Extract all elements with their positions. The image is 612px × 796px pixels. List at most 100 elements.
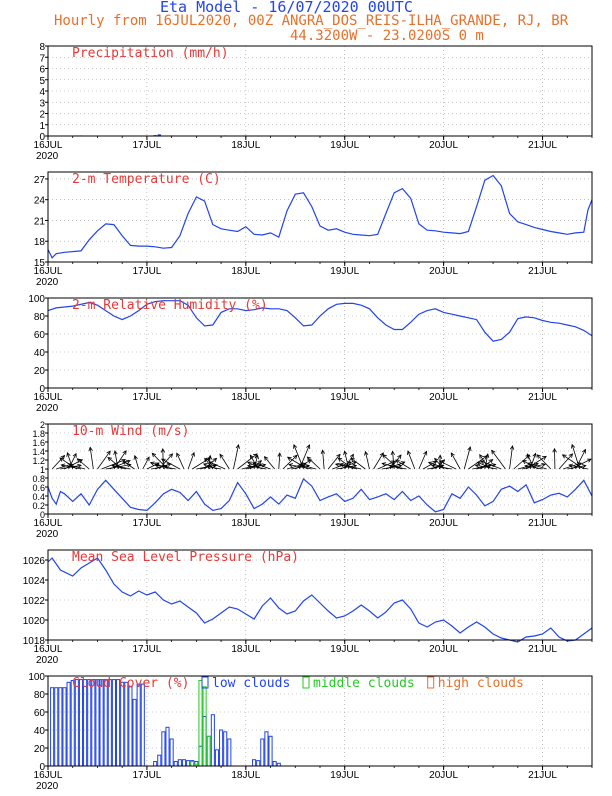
cloud-title: Cloud Cover (%) — [72, 676, 189, 691]
x-tick-label: 21JUL — [528, 770, 557, 781]
mslp-title: Mean Sea Level Pressure (hPa) — [72, 550, 299, 565]
x-tick-label: 16JUL — [34, 518, 63, 529]
legend-label: low clouds — [212, 676, 290, 691]
cloud-bar — [79, 680, 82, 766]
cloud-bar — [269, 736, 272, 766]
cloud-bar — [166, 727, 169, 766]
x-tick-label: 20JUL — [429, 266, 458, 277]
y-tick-label: 60 — [34, 708, 46, 719]
x-tick-label: 19JUL — [330, 644, 359, 655]
wind-vector — [90, 447, 93, 469]
y-tick-label: 6 — [39, 65, 45, 76]
cloud-bar — [162, 732, 165, 766]
x-tick-label: 18JUL — [231, 140, 260, 151]
y-tick-label: 0.6 — [32, 483, 45, 493]
wind-vector — [374, 453, 384, 469]
cloud-bar — [220, 730, 223, 766]
cloud-bar — [207, 736, 210, 766]
y-tick-label: 20 — [34, 366, 46, 377]
x-tick-label: 20JUL — [429, 392, 458, 403]
cloud-bar — [59, 688, 62, 766]
x-tick-label: 16JUL — [34, 392, 63, 403]
cloud-bar — [273, 762, 276, 767]
x-tick-label: 21JUL — [528, 140, 557, 151]
x-tick-label: 18JUL — [231, 644, 260, 655]
wind-vector — [464, 447, 470, 469]
x-year-label: 2020 — [36, 655, 59, 666]
wind-vector — [510, 446, 513, 469]
cloud-bar — [211, 715, 214, 766]
y-tick-label: 1 — [39, 121, 45, 132]
wind-series-line — [48, 479, 592, 512]
cloud-bar — [187, 761, 190, 766]
legend-swatch — [303, 677, 309, 688]
cloud-bar — [108, 680, 111, 766]
x-tick-label: 17JUL — [132, 266, 161, 277]
y-tick-label: 2 — [39, 110, 45, 121]
wind-vector — [451, 453, 460, 469]
wind-title: 10-m Wind (m/s) — [72, 424, 189, 439]
x-tick-label: 19JUL — [330, 266, 359, 277]
cloud-bar — [88, 680, 91, 766]
legend-label: high clouds — [438, 676, 524, 691]
cloud-bar — [129, 687, 132, 766]
x-tick-label: 16JUL — [34, 644, 63, 655]
cloud-bar — [199, 681, 202, 767]
y-tick-label: 27 — [34, 175, 46, 186]
y-tick-label: 0.2 — [32, 501, 45, 511]
legend-label: middle clouds — [313, 676, 415, 691]
wind-vector — [279, 453, 280, 469]
wind-vector — [220, 454, 229, 469]
wind-vector — [233, 445, 238, 469]
y-tick-label: 80 — [34, 690, 46, 701]
y-tick-label: 18 — [34, 237, 46, 248]
cloud-bar — [67, 682, 70, 766]
y-tick-label: 60 — [34, 330, 46, 341]
cloud-bar — [137, 684, 140, 766]
x-year-label: 2020 — [36, 529, 59, 540]
x-tick-label: 18JUL — [231, 770, 260, 781]
x-tick-label: 20JUL — [429, 770, 458, 781]
y-tick-label: 1.6 — [32, 438, 45, 448]
cloud-bar — [261, 739, 264, 766]
cloud-bar — [170, 739, 173, 766]
x-tick-label: 17JUL — [132, 140, 161, 151]
x-tick-label: 19JUL — [330, 392, 359, 403]
y-tick-label: 1026 — [23, 556, 46, 567]
rh-title: 2-m Relative Humidity (%) — [72, 298, 268, 313]
x-tick-label: 18JUL — [231, 392, 260, 403]
y-tick-label: 5 — [39, 76, 45, 87]
cloud-bar — [125, 682, 128, 766]
cloud-bar — [182, 760, 185, 766]
y-tick-label: 1020 — [23, 616, 46, 627]
x-tick-label: 18JUL — [231, 266, 260, 277]
y-tick-label: 1.2 — [32, 456, 45, 466]
x-tick-label: 17JUL — [132, 644, 161, 655]
cloud-bar — [215, 750, 218, 766]
cloud-bar — [100, 680, 103, 766]
x-tick-label: 20JUL — [429, 644, 458, 655]
station-subtitle: Hourly from 16JUL2020, 00Z ANGRA_DOS_REI… — [54, 13, 568, 29]
cloud-bar — [158, 755, 161, 766]
y-tick-label: 20 — [34, 744, 46, 755]
temp-title: 2-m Temperature (C) — [72, 172, 221, 187]
y-tick-label: 7 — [39, 53, 45, 64]
cloud-bar — [265, 732, 268, 766]
cloud-bar — [104, 680, 107, 766]
x-tick-label: 19JUL — [330, 140, 359, 151]
wind-vector — [177, 453, 184, 469]
cloud-bar — [174, 762, 177, 767]
y-tick-label: 8 — [39, 42, 45, 53]
cloud-bar — [121, 682, 124, 766]
cloud-bar — [191, 762, 194, 767]
cloud-bar — [228, 739, 231, 766]
cloud-bar — [154, 762, 157, 767]
cloud-bar — [133, 699, 136, 766]
x-tick-label: 17JUL — [132, 392, 161, 403]
